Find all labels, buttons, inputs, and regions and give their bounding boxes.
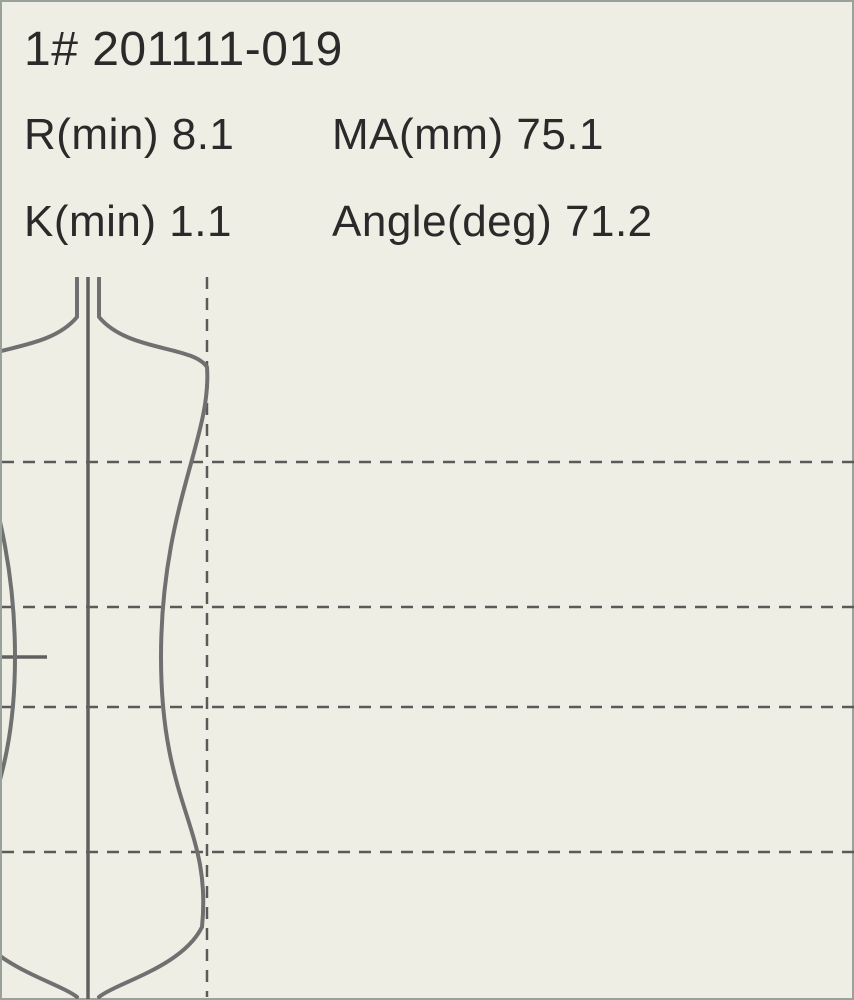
param-r-label: R(min) <box>24 110 159 159</box>
param-k: K(min) 1.1 <box>24 197 232 247</box>
param-ma-value: 75.1 <box>516 110 604 159</box>
param-r-value: 8.1 <box>172 110 235 159</box>
param-angle-label: Angle(deg) <box>332 197 552 246</box>
param-angle: Angle(deg) 71.2 <box>332 197 653 247</box>
teg-chart <box>2 277 854 999</box>
param-k-value: 1.1 <box>169 197 232 246</box>
param-r: R(min) 8.1 <box>24 110 234 160</box>
param-ma-label: MA(mm) <box>332 110 504 159</box>
teg-report: 1# 201111-019 R(min) 8.1 K(min) 1.1 MA(m… <box>0 0 854 1000</box>
sample-id: 1# 201111-019 <box>24 22 343 77</box>
param-k-label: K(min) <box>24 197 157 246</box>
param-ma: MA(mm) 75.1 <box>332 110 604 160</box>
param-angle-value: 71.2 <box>565 197 653 246</box>
